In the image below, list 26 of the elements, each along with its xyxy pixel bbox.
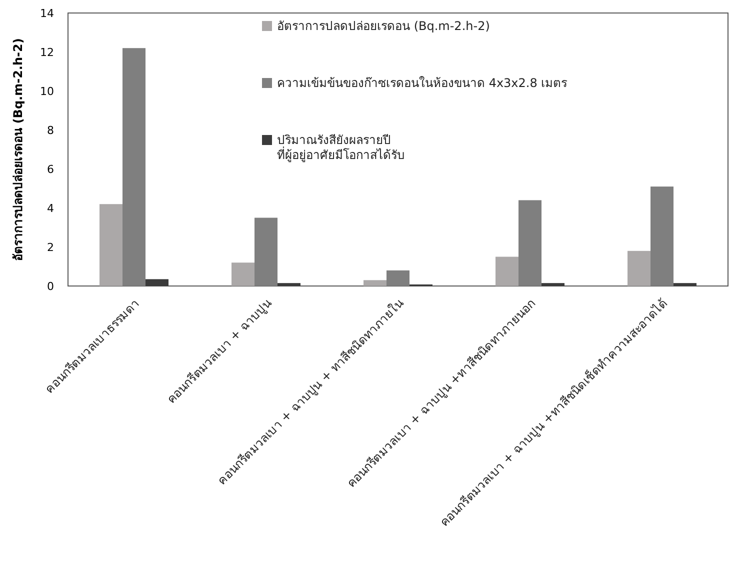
y-tick-label: 14: [40, 7, 54, 20]
y-tick-label: 0: [47, 280, 54, 293]
bar: [100, 204, 122, 286]
y-tick-label: 12: [40, 46, 54, 59]
y-tick-label: 2: [47, 241, 54, 254]
y-tick-label: 6: [47, 163, 54, 176]
y-tick-label: 4: [47, 202, 54, 215]
bar: [278, 283, 300, 286]
bar: [674, 283, 696, 286]
bar: [518, 200, 542, 286]
bar: [542, 283, 564, 286]
y-axis-title: อัตราการปลดปล่อยเรดอน (Bq.m-2.h-2): [11, 38, 25, 261]
legend-label: ปริมาณรังสียังผลรายปี ที่ผู้อยู่อาศัยมีโอกาสได้รับ: [277, 133, 405, 163]
y-tick-label: 10: [40, 85, 54, 98]
bar: [122, 48, 146, 286]
bar: [650, 186, 674, 286]
legend-label: อัตราการปลดปล่อยเรดอน (Bq.m-2.h-2): [277, 19, 490, 33]
bar: [146, 279, 168, 286]
bar: [364, 280, 386, 286]
bar: [254, 218, 278, 286]
bar: [628, 250, 650, 286]
bar: [386, 270, 410, 286]
legend-label: ความเข้มข้นของก๊าซเรดอนในห้องขนาด 4x3x2.8 เมตร: [277, 76, 568, 90]
bar: [232, 262, 254, 286]
bar: [496, 256, 518, 286]
y-tick-label: 8: [47, 124, 54, 137]
